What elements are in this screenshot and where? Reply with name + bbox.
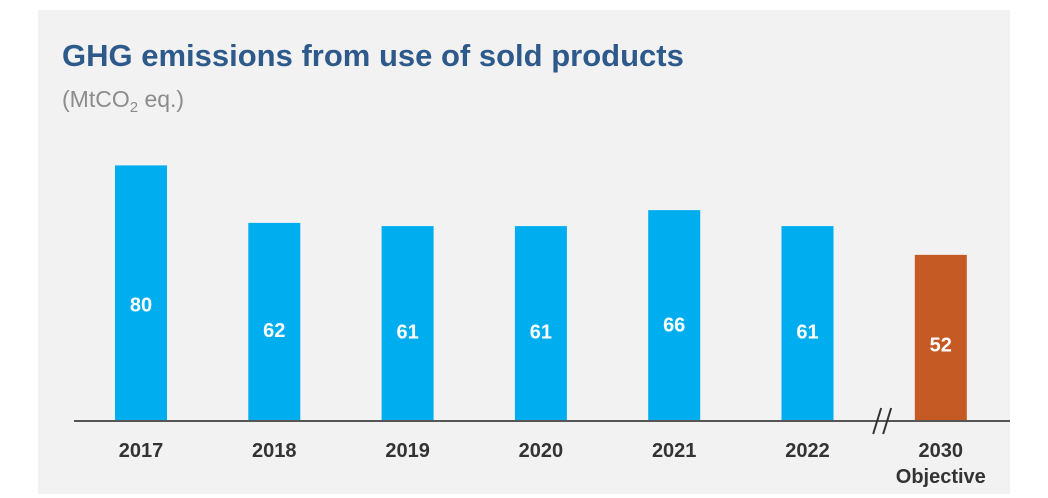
axis-break-stroke-1 xyxy=(872,407,883,435)
value-label-2030: 52 xyxy=(930,335,952,357)
unit-subscript: 2 xyxy=(129,99,139,116)
bar-2022 xyxy=(781,226,834,421)
x-tick-label-2021: 2021 xyxy=(652,440,697,462)
unit-prefix: (MtCO xyxy=(62,86,130,112)
x-tick-label-2022: 2022 xyxy=(785,440,830,462)
bar-2021 xyxy=(648,210,701,421)
x-tick-label-2019: 2019 xyxy=(385,440,430,462)
bar-2030 xyxy=(914,254,967,421)
value-label-2017: 80 xyxy=(130,294,152,316)
value-label-2018: 62 xyxy=(263,320,285,342)
bar-2018 xyxy=(248,222,301,421)
chart-unit-label: (MtCO2 eq.) xyxy=(62,86,184,116)
x-tick-label-2030: 2030 xyxy=(919,440,964,462)
chart-title: GHG emissions from use of sold products xyxy=(62,38,684,73)
value-label-2020: 61 xyxy=(530,322,552,344)
bar-2019 xyxy=(381,226,434,421)
value-label-2019: 61 xyxy=(396,322,418,344)
x-tick-label-2020: 2020 xyxy=(519,440,564,462)
x-tick-label-2017: 2017 xyxy=(119,440,164,462)
axis-break-stroke-2 xyxy=(882,407,893,435)
x-tick-label-2018: 2018 xyxy=(252,440,297,462)
unit-suffix: eq.) xyxy=(138,86,185,112)
bar-2017 xyxy=(115,165,167,421)
x-tick-sublabel-2030: Objective xyxy=(896,466,986,488)
bar-chart: 80 2017 62 2018 61 2019 61 2020 66 2021 61 2022 52 20… xyxy=(74,165,1010,488)
value-label-2021: 66 xyxy=(663,314,685,336)
value-label-2022: 61 xyxy=(796,322,818,344)
bar-2020 xyxy=(514,226,567,421)
chart-panel: GHG emissions from use of sold products … xyxy=(38,10,1010,494)
